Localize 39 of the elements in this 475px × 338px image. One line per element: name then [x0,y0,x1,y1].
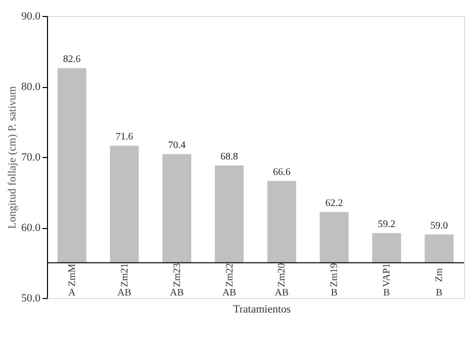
data-label: 62.2 [325,198,343,209]
bar [372,233,402,263]
y-axis-title: Longitud follaje (cm) P. sativum [6,86,18,229]
x-tick-label: Zm23 [172,263,183,288]
annotation: B [436,288,443,299]
data-label: 71.6 [116,132,134,143]
y-tick-label: 70.0 [21,152,41,164]
bar [424,234,454,263]
y-tick-label: 80.0 [21,81,41,93]
x-axis-title: Tratamientos [233,304,291,316]
annotation: A [68,288,76,299]
annotation: B [330,288,338,299]
x-tick-label: Zm19 [329,263,340,288]
x-tick-label: VAP1 [382,263,393,287]
annotation: B [383,288,390,299]
bar [214,165,244,263]
bar [110,146,139,263]
annotation: AB [274,288,289,299]
annotation: AB [117,288,132,299]
x-tick-label: Zm20 [276,263,288,288]
y-tick-label: 50.0 [21,292,41,304]
annotation: AB [222,288,237,299]
bar [320,212,349,263]
bar [57,68,86,263]
data-label: 59.2 [378,219,396,230]
y-tick-label: 90.0 [21,10,41,22]
data-label: 68.8 [220,151,238,162]
x-tick-label: Zm22 [224,263,236,288]
x-tick-label: ZmM [66,264,78,286]
bar [162,154,192,263]
data-label: 70.4 [168,140,186,152]
x-tick-label: Zm21 [119,263,130,288]
x-tick-label: Zm [434,268,446,282]
data-label: 82.6 [63,54,81,66]
bar [267,180,296,263]
y-tick-label: 60.0 [21,222,41,234]
annotation: AB [170,288,184,299]
data-label: 66.6 [272,166,290,178]
data-label: 59.0 [430,220,448,232]
